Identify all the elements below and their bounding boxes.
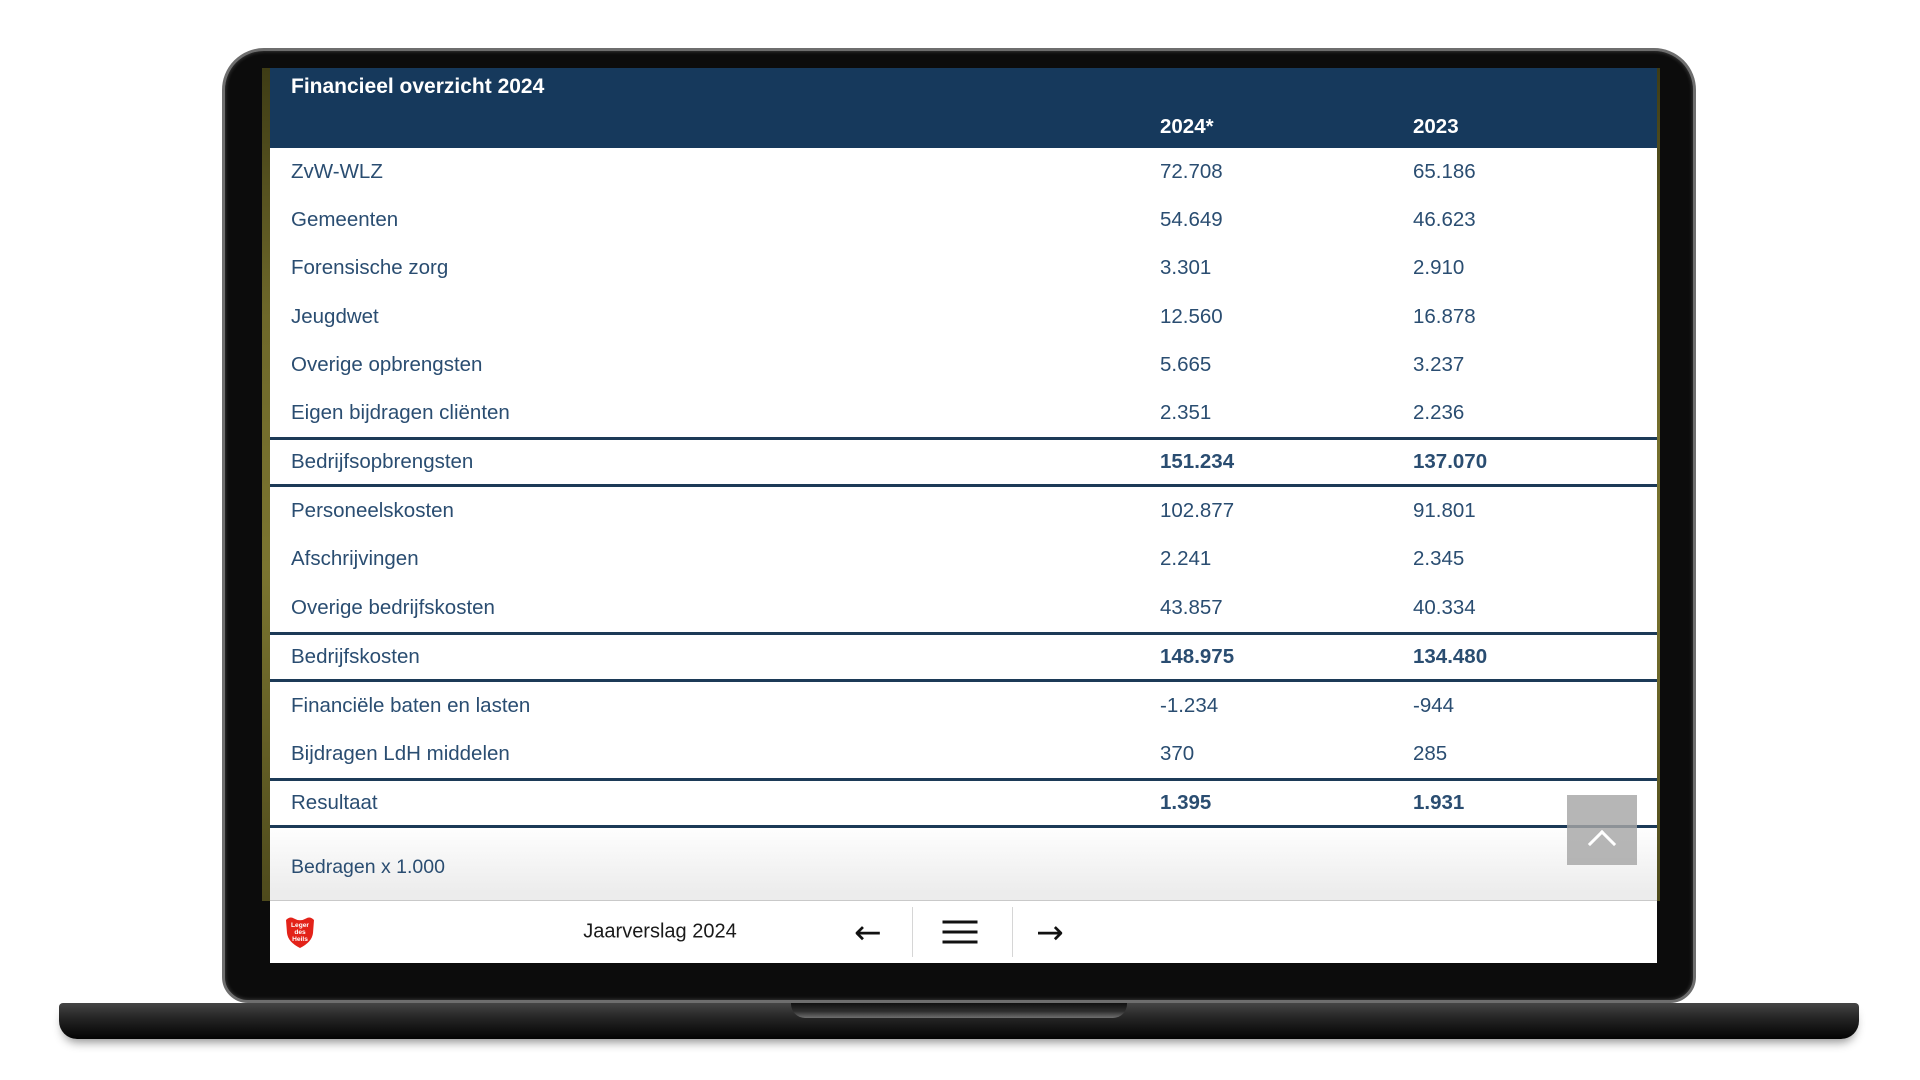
hamburger-icon xyxy=(942,940,978,944)
arrow-right-icon: → xyxy=(1036,912,1064,952)
row-value-2023: 1.931 xyxy=(1413,791,1465,815)
row-value-2024: 1.395 xyxy=(1160,791,1212,815)
table-rows: ZvW-WLZ 72.708 65.186 Gemeenten 54.649 46.623… xyxy=(270,148,1657,829)
row-value-2024: 54.649 xyxy=(1160,208,1223,232)
table-row: Bijdragen LdH middelen 370 285 xyxy=(270,729,1657,779)
page-title: Financieel overzicht 2024 xyxy=(291,75,545,98)
row-label: Bedrijfsopbrengsten xyxy=(291,450,474,474)
scroll-to-top-button[interactable] xyxy=(1567,795,1637,865)
table-footer: Bedragen x 1.000 xyxy=(270,828,1657,900)
column-headers: 2024* 2023 xyxy=(270,115,1657,139)
table-row: Jeugdwet 12.560 16.878 xyxy=(270,292,1657,341)
row-value-2023: 16.878 xyxy=(1413,304,1476,328)
table-row: Afschrijvingen 2.241 2.345 xyxy=(270,535,1657,584)
row-value-2024: 2.241 xyxy=(1160,547,1212,571)
table-row: Gemeenten 54.649 46.623 xyxy=(270,196,1657,245)
table-row: Bedrijfsopbrengsten 151.234 137.070 xyxy=(270,437,1657,488)
row-value-2023: 3.237 xyxy=(1413,352,1465,376)
row-value-2023: 2.345 xyxy=(1413,547,1465,571)
row-value-2023: 91.801 xyxy=(1413,499,1476,523)
navbar-title: Jaarverslag 2024 xyxy=(583,920,737,943)
row-label: Afschrijvingen xyxy=(291,547,419,571)
row-value-2024: 102.877 xyxy=(1160,499,1235,523)
row-value-2023: 2.236 xyxy=(1413,401,1465,425)
table-row: Bedrijfskosten 148.975 134.480 xyxy=(270,631,1657,682)
table-row: Forensische zorg 3.301 2.910 xyxy=(270,244,1657,293)
table-row: Eigen bijdragen cliënten 2.351 2.236 xyxy=(270,388,1657,438)
column-header-2023: 2023 xyxy=(1413,115,1459,138)
row-label: Overige bedrijfskosten xyxy=(291,595,495,619)
row-value-2024: 5.665 xyxy=(1160,352,1212,376)
table-row: Overige opbrengsten 5.665 3.237 xyxy=(270,340,1657,389)
page-edge-left-strip xyxy=(262,68,270,901)
row-value-2024: 43.857 xyxy=(1160,595,1223,619)
svg-text:des: des xyxy=(294,929,306,936)
row-label: Resultaat xyxy=(291,791,378,815)
svg-text:Leger: Leger xyxy=(291,922,309,929)
row-value-2024: 370 xyxy=(1160,741,1195,765)
laptop-base-notch xyxy=(791,1003,1127,1018)
previous-page-button[interactable]: ← xyxy=(844,912,892,953)
table-row: Overige bedrijfskosten 43.857 40.334 xyxy=(270,583,1657,632)
row-label: Jeugdwet xyxy=(291,304,379,328)
row-label: Forensische zorg xyxy=(291,256,449,280)
column-header-spacer xyxy=(291,115,1160,139)
chevron-up-icon xyxy=(1587,829,1617,859)
row-value-2024: 12.560 xyxy=(1160,304,1223,328)
row-value-2023: 46.623 xyxy=(1413,208,1476,232)
row-value-2024: -1.234 xyxy=(1160,693,1219,717)
navbar-divider xyxy=(1012,907,1013,957)
row-label: Financiële baten en lasten xyxy=(291,693,531,717)
hamburger-icon xyxy=(942,920,978,924)
arrow-left-icon: ← xyxy=(854,912,882,952)
report-page: Financieel overzicht 2024 2024* 2023 ZvW… xyxy=(270,68,1657,963)
amounts-footnote: Bedragen x 1.000 xyxy=(291,856,445,879)
table-row: Resultaat 1.395 1.931 xyxy=(270,778,1657,829)
row-value-2024: 3.301 xyxy=(1160,256,1212,280)
row-value-2024: 148.975 xyxy=(1160,644,1235,668)
row-label: Eigen bijdragen cliënten xyxy=(291,401,510,425)
table-header-band: Financieel overzicht 2024 2024* 2023 xyxy=(270,68,1657,148)
row-label: Bedrijfskosten xyxy=(291,644,420,668)
row-label: ZvW-WLZ xyxy=(291,160,383,184)
salvation-army-shield-icon[interactable]: Leger des Heils xyxy=(284,915,316,949)
row-label: Personeelskosten xyxy=(291,499,454,523)
row-value-2023: 40.334 xyxy=(1413,595,1476,619)
menu-button[interactable] xyxy=(942,914,978,951)
table-row: ZvW-WLZ 72.708 65.186 xyxy=(270,148,1657,197)
navbar-divider xyxy=(912,907,913,957)
row-label: Gemeenten xyxy=(291,208,399,232)
row-value-2024: 2.351 xyxy=(1160,401,1212,425)
row-value-2023: 2.910 xyxy=(1413,256,1465,280)
hamburger-icon xyxy=(942,930,978,934)
row-value-2023: 137.070 xyxy=(1413,450,1488,474)
row-value-2024: 72.708 xyxy=(1160,160,1223,184)
row-label: Bijdragen LdH middelen xyxy=(291,741,510,765)
row-value-2024: 151.234 xyxy=(1160,450,1235,474)
row-value-2023: 134.480 xyxy=(1413,644,1488,668)
column-header-2024: 2024* xyxy=(1160,115,1214,138)
table-row: Personeelskosten 102.877 91.801 xyxy=(270,487,1657,536)
next-page-button[interactable]: → xyxy=(1026,912,1074,953)
bottom-navbar: Leger des Heils Jaarverslag 2024 ← → xyxy=(270,900,1657,963)
row-label: Overige opbrengsten xyxy=(291,352,483,376)
row-value-2023: -944 xyxy=(1413,693,1455,717)
table-row: Financiële baten en lasten -1.234 -944 xyxy=(270,681,1657,730)
page-edge-right-strip xyxy=(1657,68,1660,901)
row-value-2023: 285 xyxy=(1413,741,1448,765)
svg-text:Heils: Heils xyxy=(292,936,308,943)
row-value-2023: 65.186 xyxy=(1413,160,1476,184)
